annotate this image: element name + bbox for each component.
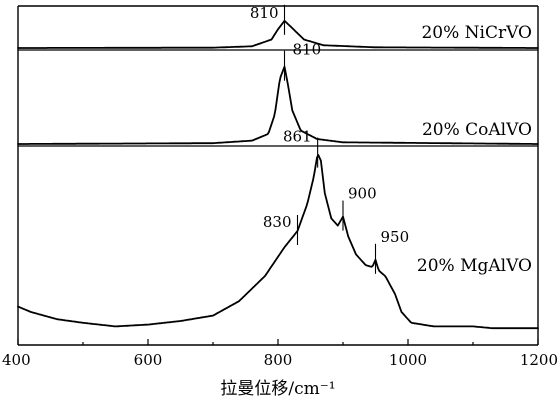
peak-label-3-1: 830 (263, 213, 292, 231)
peak-label-3-2: 861 (283, 128, 312, 146)
x-tick-label-1: 400 (2, 351, 31, 369)
panel-dividers (18, 49, 538, 147)
trace-series-1 (17, 19, 539, 49)
peak-label-2-1: 810 (293, 41, 322, 59)
x-tick-label-5: 1200 (520, 351, 558, 369)
plot-frame (17, 5, 539, 346)
x-tick-label-2: 600 (134, 351, 163, 369)
series-labels: 20% NiCrVO 20% CoAlVO 20% MgAlVO (417, 23, 532, 276)
series-label-2: 20% CoAlVO (422, 120, 532, 140)
trace-series-2 (17, 65, 539, 145)
x-tick-label-4: 1000 (389, 351, 427, 369)
peak-markers: 810 810 830 861 900 950 (250, 4, 409, 274)
series-label-1: 20% NiCrVO (421, 23, 532, 43)
peak-label-1-1: 810 (250, 4, 279, 22)
x-tick-label-3: 800 (264, 351, 293, 369)
series-label-3: 20% MgAlVO (417, 256, 532, 276)
spectrum-traces (17, 19, 539, 330)
peak-label-3-4: 950 (381, 228, 410, 246)
peak-label-3-3: 900 (348, 185, 377, 203)
x-axis-title: 拉曼位移/cm⁻¹ (220, 379, 335, 399)
trace-series-3 (17, 154, 539, 330)
x-axis: 400 600 800 1000 1200 (2, 339, 558, 369)
